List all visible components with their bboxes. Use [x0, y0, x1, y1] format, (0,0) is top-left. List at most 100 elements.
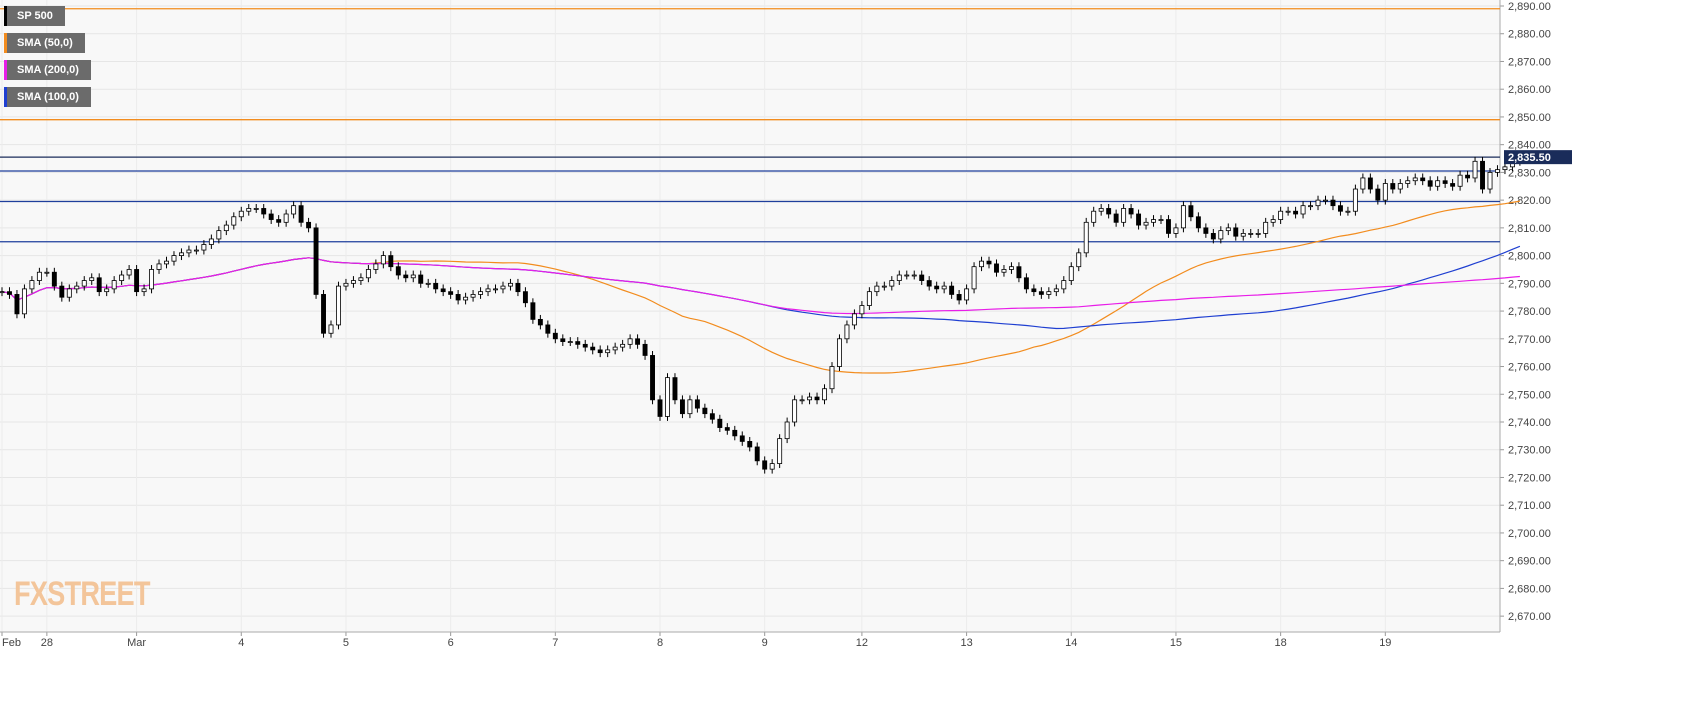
candle-body	[29, 280, 35, 290]
candle-body	[104, 288, 110, 293]
candle-body	[1465, 174, 1471, 179]
y-tick-label: 2,700.00	[1508, 528, 1551, 540]
candle-body	[650, 355, 655, 401]
candle-body	[612, 346, 618, 351]
candle-body	[754, 446, 760, 462]
candle-body	[1487, 171, 1493, 190]
candle-body	[455, 294, 461, 301]
candle-body	[500, 285, 506, 290]
candle-body	[425, 282, 431, 285]
candle-body	[7, 291, 12, 295]
candle-body	[1248, 233, 1254, 235]
candle-body	[1367, 177, 1373, 190]
y-tick-label: 2,690.00	[1508, 556, 1551, 568]
y-tick-label: 2,890.00	[1508, 1, 1551, 13]
y-tick-label: 2,850.00	[1508, 112, 1551, 124]
x-tick-label: 7	[552, 637, 558, 649]
candle-body	[1031, 288, 1037, 293]
y-tick-label: 2,730.00	[1508, 445, 1551, 457]
x-tick-label: Mar	[127, 637, 146, 649]
candle-body	[1442, 180, 1448, 184]
y-tick-label: 2,770.00	[1508, 334, 1551, 346]
candle-body	[418, 274, 424, 284]
legend-label: SP 500	[7, 6, 65, 26]
candle-body	[1352, 188, 1358, 212]
candle-body	[971, 266, 977, 290]
candle-body	[171, 255, 177, 262]
candle-body	[679, 399, 685, 415]
y-tick-label: 2,760.00	[1508, 362, 1551, 374]
candle-body	[1203, 227, 1209, 234]
candle-body	[567, 341, 573, 343]
candle-body	[59, 285, 65, 298]
candle-body	[1008, 266, 1014, 270]
candle-body	[493, 288, 498, 291]
legend-label: SMA (200,0)	[7, 60, 91, 80]
candle-body	[1278, 210, 1284, 220]
candle-body	[1053, 288, 1059, 293]
candle-body	[687, 399, 693, 415]
candle-body	[134, 269, 140, 293]
candle-body	[291, 205, 297, 215]
legend-item-sma50: SMA (50,0)	[4, 33, 85, 53]
candle-body	[201, 244, 207, 251]
candle-body	[14, 294, 20, 315]
candle-body	[1225, 227, 1231, 232]
candle-body	[979, 260, 984, 268]
candle-body	[21, 288, 27, 315]
candle-body	[1016, 266, 1022, 279]
y-tick-label: 2,710.00	[1508, 500, 1551, 512]
x-tick-label: 4	[238, 637, 244, 649]
candle-body	[657, 399, 663, 417]
candle-body	[545, 324, 551, 334]
candle-body	[373, 263, 379, 270]
candle-body	[964, 288, 970, 301]
candle-body	[343, 282, 349, 287]
candle-body	[769, 463, 775, 470]
candle-body	[395, 266, 401, 276]
candle-body	[306, 221, 312, 229]
candle-body	[1457, 174, 1463, 187]
candle-body	[620, 343, 626, 348]
candle-body	[1480, 160, 1485, 190]
y-tick-label: 2,870.00	[1508, 56, 1551, 68]
candle-body	[149, 269, 155, 290]
candle-body	[66, 288, 72, 298]
x-tick-label: 6	[448, 637, 454, 649]
candle-body	[926, 280, 932, 287]
x-tick-label: 14	[1065, 637, 1077, 649]
candle-body	[276, 219, 282, 223]
candle-body	[156, 263, 162, 270]
candle-body	[1076, 252, 1082, 268]
legend-swatch	[4, 87, 7, 107]
candle-body	[1106, 208, 1112, 215]
candle-body	[1435, 180, 1441, 187]
candle-body	[956, 294, 962, 301]
candle-body	[508, 282, 513, 287]
candle-body	[1023, 277, 1029, 290]
candle-body	[874, 285, 880, 293]
candle-body	[1195, 216, 1201, 229]
candle-body	[81, 280, 87, 287]
legend-label: SMA (100,0)	[7, 87, 91, 107]
candle-body	[582, 343, 588, 348]
candle-body	[1128, 208, 1134, 215]
y-tick-label: 2,720.00	[1508, 472, 1551, 484]
candle-body	[1293, 210, 1299, 215]
candle-body	[1083, 221, 1089, 254]
y-tick-label: 2,790.00	[1508, 278, 1551, 290]
candle-body	[1502, 166, 1508, 171]
candle-body	[724, 427, 730, 431]
candle-body	[1382, 183, 1388, 201]
candle-body	[896, 274, 902, 281]
x-tick-label: 5	[343, 637, 349, 649]
candle-body	[605, 349, 611, 354]
y-tick-label: 2,780.00	[1508, 306, 1551, 318]
candle-body	[380, 255, 386, 265]
candle-body	[694, 399, 700, 409]
fxstreet-logo: FXSTREET	[14, 575, 150, 613]
candle-body	[889, 280, 895, 287]
candle-body	[784, 421, 790, 440]
candle-body	[403, 274, 409, 279]
candle-body	[1121, 208, 1127, 223]
